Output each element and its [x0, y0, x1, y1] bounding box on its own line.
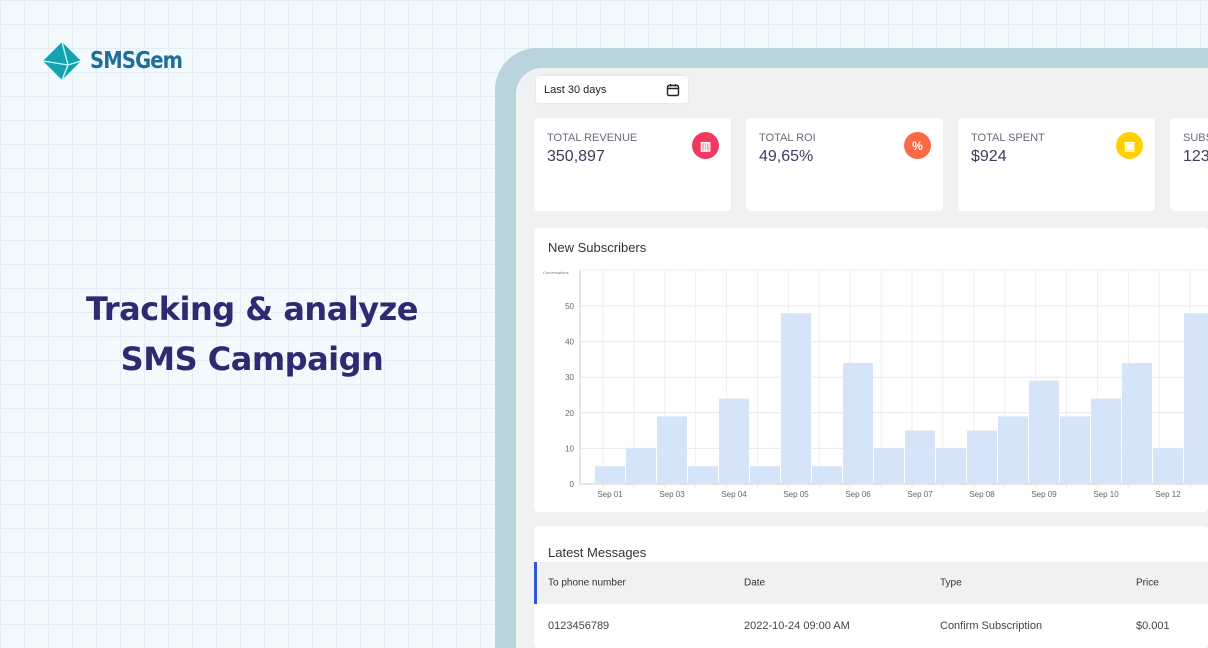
- x-tick-label: Sep 01: [597, 490, 623, 499]
- bar: [998, 416, 1028, 484]
- money-icon: ▣: [1116, 132, 1143, 159]
- stat-card: TOTAL REVENUE 350,897 ▥: [534, 118, 731, 211]
- stat-card: TOTAL SPENT $924 ▣: [958, 118, 1155, 211]
- stat-value: $924: [971, 148, 1007, 165]
- y-tick-label: 0: [570, 480, 575, 489]
- header-date: Date: [744, 577, 766, 589]
- stat-value: 49,65%: [759, 148, 814, 165]
- y-axis-label: Conversations: [543, 270, 569, 275]
- headline-line1: Tracking & analyze: [86, 290, 418, 328]
- bar: [812, 466, 842, 484]
- brand-logo: SMSGem: [42, 41, 198, 81]
- x-tick-label: Sep 06: [845, 490, 871, 499]
- bar: [626, 448, 656, 484]
- bar: [936, 448, 966, 484]
- stat-value: 350,897: [547, 148, 605, 165]
- bar: [781, 313, 811, 484]
- calendar-icon: [666, 83, 680, 96]
- cell-date: 2022-10-24 09:00 AM: [744, 620, 850, 632]
- percent-icon: %: [904, 132, 931, 159]
- bar: [595, 466, 625, 484]
- table-header: To phone number Date Type Price: [534, 562, 1208, 604]
- cell-price: $0.001: [1136, 620, 1170, 632]
- latest-messages-panel: Latest Messages To phone number Date Typ…: [534, 526, 1208, 648]
- bar: [1091, 398, 1121, 484]
- bar: [1029, 380, 1059, 484]
- y-tick-label: 50: [565, 302, 574, 311]
- stat-label: TOTAL ROI: [759, 132, 816, 144]
- headline: Tracking & analyze SMS Campaign: [40, 284, 464, 384]
- x-tick-label: Sep 08: [969, 490, 995, 499]
- stat-label: TOTAL REVENUE: [547, 132, 638, 144]
- x-tick-label: Sep 07: [907, 490, 933, 499]
- y-tick-label: 20: [565, 409, 574, 418]
- stat-label: SUBS: [1183, 132, 1208, 144]
- bar: [843, 362, 873, 484]
- bar: [1060, 416, 1090, 484]
- cell-type: Confirm Subscription: [940, 620, 1043, 632]
- bar: [688, 466, 718, 484]
- bar: [719, 398, 749, 484]
- bar: [1184, 313, 1208, 484]
- date-range-value: Last 30 days: [544, 83, 607, 96]
- x-tick-label: Sep 12: [1155, 490, 1181, 499]
- chart-title: New Subscribers: [548, 240, 647, 255]
- bar: [905, 430, 935, 484]
- cell-phone: 0123456789: [548, 620, 610, 632]
- dashboard-screen: Last 30 days TOTAL REVENUE 350,897 ▥ TOTAL …: [516, 68, 1208, 648]
- y-tick-label: 40: [565, 338, 574, 347]
- header-price: Price: [1136, 577, 1159, 589]
- chart-icon: ▥: [692, 132, 719, 159]
- bar: [967, 430, 997, 484]
- bar: [657, 416, 687, 484]
- table-row[interactable]: 0123456789 2022-10-24 09:00 AM Confirm S…: [534, 604, 1208, 648]
- bar: [874, 448, 904, 484]
- headline-line2: SMS Campaign: [120, 340, 384, 378]
- bar: [1153, 448, 1183, 484]
- x-tick-label: Sep 03: [659, 490, 685, 499]
- y-tick-label: 10: [565, 444, 574, 453]
- header-phone: To phone number: [548, 577, 626, 589]
- x-tick-label: Sep 04: [721, 490, 747, 499]
- messages-table: To phone number Date Type Price 01234567…: [534, 562, 1208, 648]
- stat-value: 123: [1183, 148, 1208, 165]
- gem-icon: [42, 41, 82, 81]
- latest-title: Latest Messages: [548, 545, 647, 560]
- date-range-picker[interactable]: Last 30 days: [536, 76, 688, 103]
- stat-card: SUBS 123: [1170, 118, 1208, 211]
- x-tick-label: Sep 09: [1031, 490, 1057, 499]
- bar: [1122, 362, 1152, 484]
- brand-name: SMSGem: [90, 48, 183, 74]
- x-tick-label: Sep 10: [1093, 490, 1119, 499]
- bar: [750, 466, 780, 484]
- stat-label: TOTAL SPENT: [971, 132, 1045, 144]
- subscribers-chart: Conversations 0 10 20 30 40 50 Sep 01 Sep 03 Sep …: [543, 269, 1208, 499]
- y-tick-label: 30: [565, 373, 574, 382]
- stat-card: TOTAL ROI 49,65%%: [746, 118, 943, 211]
- new-subscribers-panel: New Subscribers Conversations 0 10 20 30 40 50…: [534, 228, 1208, 512]
- x-tick-label: Sep 05: [783, 490, 809, 499]
- header-type: Type: [940, 577, 962, 589]
